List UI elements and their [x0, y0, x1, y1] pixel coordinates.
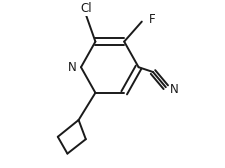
Text: N: N [169, 83, 178, 96]
Text: F: F [148, 13, 155, 26]
Text: Cl: Cl [80, 2, 91, 15]
Text: N: N [68, 61, 76, 74]
